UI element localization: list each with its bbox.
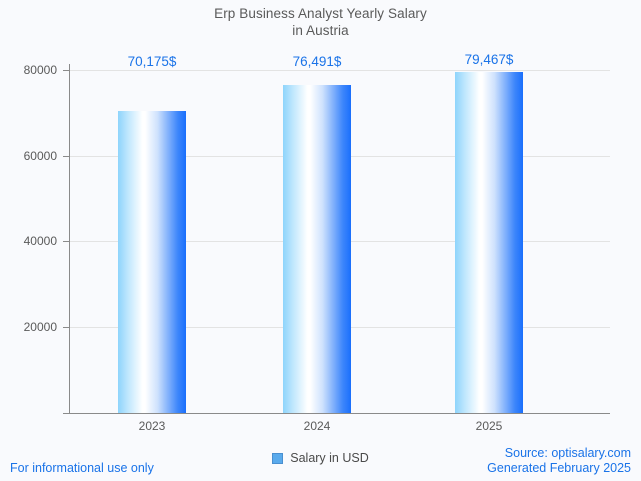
y-tick-mark-80000 xyxy=(63,70,69,71)
y-tick-mark-60000 xyxy=(63,156,69,157)
bar-value-label-2024: 76,491$ xyxy=(292,54,342,69)
chart-title-line-1: Erp Business Analyst Yearly Salary xyxy=(214,6,427,21)
source-text: Source: optisalary.com xyxy=(504,446,631,460)
x-axis-line xyxy=(63,413,610,414)
source-block: Source: optisalary.com Generated Februar… xyxy=(487,446,631,476)
gridline-80000 xyxy=(70,70,610,71)
chart-title-line-2: in Austria xyxy=(292,23,349,38)
chart-legend: Salary in USD xyxy=(0,452,641,465)
disclaimer-text: For informational use only xyxy=(10,461,154,475)
legend-swatch-icon xyxy=(272,453,284,464)
y-tick-mark-40000 xyxy=(63,241,69,242)
y-tick-label-60000: 60000 xyxy=(23,149,57,163)
bar-value-label-2023: 70,175$ xyxy=(127,54,177,69)
y-tick-label-40000: 40000 xyxy=(23,234,57,248)
x-tick-label-2025: 2025 xyxy=(475,419,503,433)
legend-item-salary-in-usd[interactable]: Salary in USD xyxy=(290,451,369,465)
bar-value-label-2025: 79,467$ xyxy=(464,52,514,67)
x-tick-label-2023: 2023 xyxy=(138,419,166,433)
bar-2024[interactable] xyxy=(283,85,351,413)
y-tick-label-80000: 80000 xyxy=(23,63,57,77)
bar-2023[interactable] xyxy=(118,111,186,413)
x-tick-label-2024: 2024 xyxy=(303,419,331,433)
chart-title: Erp Business Analyst Yearly Salary in Au… xyxy=(0,5,641,39)
bar-2025[interactable] xyxy=(455,72,523,413)
y-tick-mark-20000 xyxy=(63,327,69,328)
generated-date-text: Generated February 2025 xyxy=(487,461,631,475)
y-axis-line xyxy=(69,64,70,414)
y-tick-label-20000: 20000 xyxy=(23,320,57,334)
